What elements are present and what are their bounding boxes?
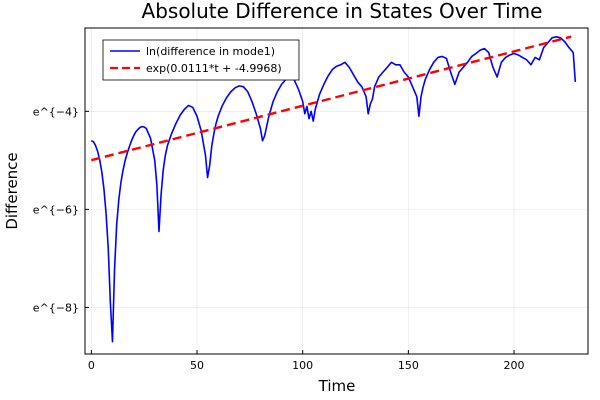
legend-entry-mode1: ln(difference in mode1) [146, 45, 275, 58]
x-axis-label: Time [318, 377, 356, 395]
plot-frame [84, 27, 589, 355]
x-axis-ticks: 0 50 100 150 200 [88, 350, 525, 372]
y-axis-ticks: e^{−8} e^{−6} e^{−4} [33, 105, 89, 314]
x-tick-label: 50 [190, 359, 204, 372]
legend-entry-fit: exp(0.0111*t + -4.9968) [146, 62, 282, 75]
series-line-fit [91, 35, 572, 162]
series-layer [91, 35, 577, 343]
legend: ln(difference in mode1) exp(0.0111*t + -… [102, 39, 300, 81]
x-gridlines [91, 28, 515, 354]
legend-box [102, 39, 300, 81]
y-tick-label: e^{−6} [33, 203, 79, 216]
y-tick-label: e^{−8} [33, 301, 79, 314]
x-tick-label: 0 [88, 359, 95, 372]
y-tick-label: e^{−4} [33, 105, 79, 118]
x-tick-label: 200 [504, 359, 525, 372]
series-line-mode1 [91, 36, 577, 343]
y-axis-label: Difference [3, 152, 21, 229]
y-gridlines [85, 111, 588, 308]
x-tick-label: 100 [292, 359, 313, 372]
x-tick-label: 150 [398, 359, 419, 372]
chart-title: Absolute Difference in States Over Time [142, 0, 543, 23]
